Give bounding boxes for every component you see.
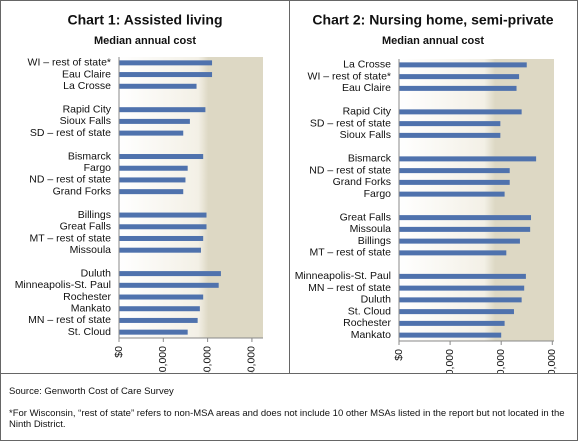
bar (399, 273, 526, 279)
bar (119, 130, 184, 136)
bar (119, 282, 219, 288)
bar (119, 189, 184, 195)
bar (399, 168, 510, 174)
bar (399, 109, 522, 115)
x-tick-label: $60,000 (495, 349, 507, 373)
bar (119, 177, 186, 183)
bar (399, 285, 525, 291)
x-tick-label: $0 (393, 349, 405, 361)
x-tick-label: $20,000 (157, 346, 169, 373)
plot-area (399, 59, 554, 341)
y-tick-label: La Crosse (63, 80, 111, 92)
x-tick-label: $30,000 (444, 349, 456, 373)
bar (399, 179, 510, 185)
bar (399, 215, 532, 221)
y-tick-label: ND – rest of state (309, 164, 391, 176)
y-tick-label: Missoula (70, 244, 112, 256)
bar (119, 60, 213, 66)
y-tick-label: Minneapolis-St. Paul (15, 279, 111, 291)
bar (119, 317, 198, 323)
y-tick-label: La Crosse (343, 59, 391, 71)
bar (399, 226, 531, 232)
bar (119, 118, 190, 124)
y-tick-label: SD – rest of state (30, 127, 111, 139)
y-tick-label: ND – rest of state (29, 174, 111, 186)
bar (119, 107, 206, 113)
x-tick-label: $60,000 (246, 346, 258, 373)
y-tick-label: Missoula (350, 223, 392, 235)
y-tick-label: Duluth (361, 294, 392, 306)
bar (399, 85, 517, 91)
bar (399, 332, 502, 338)
y-tick-label: SD – rest of state (310, 117, 391, 129)
bar (399, 191, 505, 197)
bar (399, 238, 520, 244)
bar (119, 294, 204, 300)
y-tick-label: Rochester (343, 317, 391, 329)
y-tick-label: Rapid City (63, 103, 112, 115)
bar (119, 154, 204, 160)
y-tick-label: Fargo (364, 188, 392, 200)
chart-subtitle: Median annual cost (382, 35, 484, 47)
chart-title: Chart 1: Assisted living (67, 12, 222, 28)
y-tick-label: Billings (78, 209, 111, 221)
notes: Source: Genworth Cost of Care Survey *Fo… (1, 373, 577, 440)
bar (399, 297, 522, 303)
y-tick-label: Great Falls (60, 221, 111, 233)
y-tick-label: Mankato (351, 329, 391, 341)
bar (399, 320, 505, 326)
y-tick-label: Eau Claire (62, 68, 111, 80)
x-tick-label: $90,000 (546, 349, 558, 373)
bar (399, 156, 537, 162)
y-tick-label: Sioux Falls (340, 129, 391, 141)
bar (119, 165, 188, 171)
bar (119, 329, 188, 335)
y-tick-label: Bismarck (348, 153, 392, 165)
y-tick-label: Bismarck (68, 150, 112, 162)
y-tick-label: Billings (358, 235, 391, 247)
chart-subtitle: Median annual cost (94, 35, 196, 47)
y-tick-label: Fargo (84, 162, 112, 174)
bar (399, 132, 501, 138)
y-tick-label: Duluth (81, 267, 112, 279)
bar (399, 62, 527, 68)
y-tick-label: MT – rest of state (309, 247, 391, 259)
x-tick-label: $0 (113, 346, 125, 358)
y-tick-label: Great Falls (340, 211, 391, 223)
y-tick-label: Grand Forks (53, 185, 111, 197)
charts: Chart 1: Assisted living Median annual co… (15, 1, 558, 373)
bar (399, 121, 501, 127)
y-tick-label: Sioux Falls (60, 115, 111, 127)
bar (119, 224, 207, 230)
y-tick-label: St. Cloud (68, 326, 111, 338)
source: Source: Genworth Cost of Care Survey (9, 386, 174, 397)
y-tick-label: Grand Forks (333, 176, 391, 188)
y-tick-label: Mankato (71, 303, 111, 315)
plot-area (119, 57, 263, 338)
y-tick-label: Eau Claire (342, 82, 391, 94)
bar (119, 247, 201, 253)
bar (119, 212, 207, 218)
bar (119, 271, 221, 277)
bar (119, 83, 197, 89)
chart-title: Chart 2: Nursing home, semi-private (312, 12, 553, 28)
bar (399, 309, 514, 315)
bar (119, 235, 204, 241)
bar (399, 74, 520, 80)
footnote: *For Wisconsin, “rest of state” refers t… (9, 408, 565, 430)
bar (399, 250, 507, 256)
bar (119, 72, 213, 78)
y-tick-label: Minneapolis-St. Paul (295, 270, 391, 282)
y-tick-label: MN – rest of state (28, 314, 111, 326)
y-tick-label: Rapid City (343, 106, 392, 118)
x-tick-label: $40,000 (201, 346, 213, 373)
y-tick-label: WI – rest of state* (28, 57, 111, 69)
y-tick-label: MT – rest of state (29, 232, 111, 244)
y-tick-label: St. Cloud (348, 305, 391, 317)
y-tick-label: WI – rest of state* (308, 70, 391, 82)
y-tick-label: Rochester (63, 291, 111, 303)
bar (119, 306, 200, 312)
y-tick-label: MN – rest of state (308, 282, 391, 294)
